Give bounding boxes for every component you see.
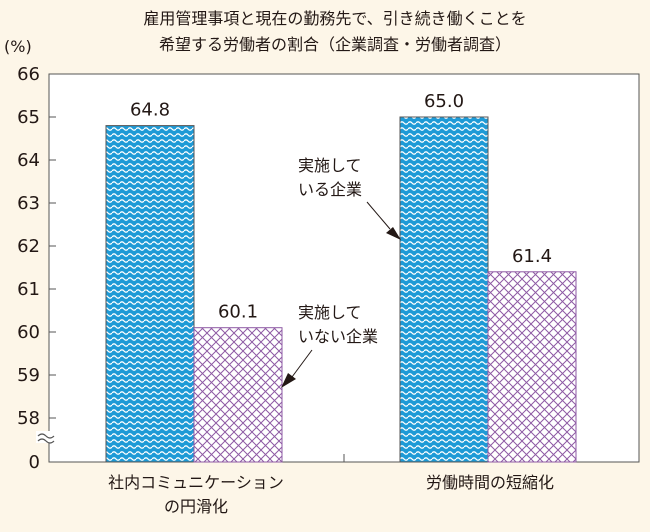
legend-not-implemented-line-2: いない企業 — [298, 327, 378, 346]
value-label-communication-not-implemented: 60.1 — [218, 302, 258, 323]
legend-implemented: 実施して いる企業 — [298, 156, 401, 240]
legend-implemented-line-1: 実施して — [298, 156, 362, 175]
category-label-communication-line-1: 社内コミュニケーション — [108, 473, 284, 492]
value-label-working-hours-implemented: 65.0 — [424, 91, 464, 112]
y-tick-label-64: 64 — [17, 150, 40, 171]
y-tick-label-63: 63 — [17, 193, 40, 214]
y-axis-floor-label: 0 — [29, 452, 40, 473]
y-axis-unit: (%) — [4, 37, 32, 56]
bars — [105, 116, 577, 463]
y-tick-label-65: 65 — [17, 107, 40, 128]
legend-not-implemented-line-1: 実施して — [298, 303, 362, 322]
y-tick-label-59: 59 — [17, 365, 40, 386]
category-label-working-hours: 労働時間の短縮化 — [426, 473, 554, 492]
bar-working-hours-implemented — [399, 116, 489, 463]
legend-not-implemented: 実施して いない企業 — [281, 303, 378, 388]
y-tick-label-66: 66 — [17, 64, 40, 85]
category-label-communication-line-2: の円滑化 — [164, 497, 228, 516]
bar-communication-not-implemented — [193, 327, 283, 463]
value-label-working-hours-not-implemented: 61.4 — [512, 246, 552, 267]
y-tick-label-58: 58 — [17, 408, 40, 429]
legend-not-implemented-leader — [291, 349, 313, 378]
bar-working-hours-not-implemented — [487, 271, 577, 463]
legend-implemented-line-2: いる企業 — [298, 180, 362, 199]
y-tick-label-62: 62 — [17, 236, 40, 257]
legend-implemented-arrowhead — [386, 227, 401, 240]
y-tick-label-61: 61 — [17, 279, 40, 300]
y-axis-ticks: 58 59 60 61 62 63 64 65 66 — [17, 64, 56, 429]
value-label-communication-implemented: 64.8 — [130, 100, 170, 121]
axis-break — [36, 431, 60, 444]
legend-implemented-leader — [366, 201, 391, 230]
chart-title-line-1: 雇用管理事項と現在の勤務先で、引き続き働くことを — [143, 9, 526, 28]
y-tick-label-60: 60 — [17, 322, 40, 343]
bar-communication-implemented — [105, 125, 195, 463]
legend-not-implemented-arrowhead — [281, 373, 296, 388]
chart-title-line-2: 希望する労働者の割合（企業調査・労働者調査） — [159, 35, 511, 54]
value-labels: 64.8 65.0 60.1 61.4 — [130, 91, 552, 323]
